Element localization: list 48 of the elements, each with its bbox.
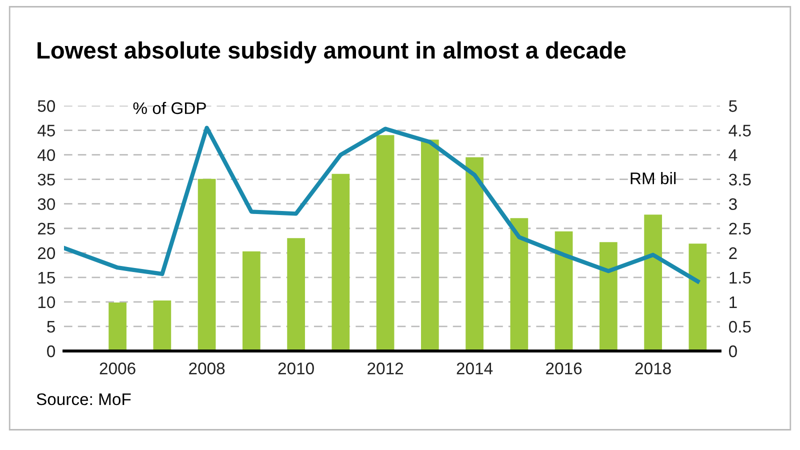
line-series [64, 126, 700, 284]
y-tick-label: 20 [38, 247, 56, 260]
bar [332, 174, 350, 351]
y2-tick-label: 1 [730, 296, 737, 308]
x-tick-label: 2018 [635, 362, 671, 374]
bar [198, 178, 216, 351]
bar [554, 231, 573, 351]
x-tick-label: 2006 [100, 362, 136, 374]
series-label: % of GDP [133, 102, 206, 114]
bar [153, 300, 172, 351]
x-tick-label: 2016 [546, 362, 582, 374]
bar [421, 140, 439, 351]
y-tick-label: 40 [38, 149, 56, 162]
y2-tick-label: 2 [729, 247, 737, 259]
bar [287, 238, 305, 351]
bar [108, 302, 126, 351]
bar [376, 135, 394, 351]
bar [466, 157, 484, 351]
series-label: RM bil [630, 172, 676, 184]
x-tick-label: 2010 [278, 362, 314, 374]
y-tick-label: 10 [38, 296, 56, 308]
y2-tick-label: 1.5 [730, 272, 751, 284]
bar [510, 218, 528, 351]
y2-tick-label: 5 [729, 100, 737, 112]
y-tick-label: 35 [38, 174, 55, 186]
y2-tick-label: 0 [728, 345, 737, 358]
y2-tick-label: 0.5 [728, 320, 751, 333]
y-tick-label: 15 [38, 272, 55, 284]
bar [600, 242, 618, 351]
x-tick-label: 2014 [456, 362, 493, 374]
y2-tick-label: 4.5 [728, 124, 751, 136]
bar [688, 244, 707, 351]
y-tick-label: 0 [47, 345, 56, 358]
y-tick-label: 45 [38, 124, 55, 136]
x-tick-label: 2012 [368, 362, 404, 374]
source-note: Source: MoF [36, 393, 131, 406]
y-tick-label: 50 [38, 100, 56, 112]
bar [644, 214, 662, 351]
y2-tick-label: 3 [728, 198, 737, 210]
y2-tick-label: 3.5 [728, 174, 751, 186]
y-tick-label: 5 [47, 321, 55, 333]
x-tick-label: 2008 [189, 362, 225, 374]
bar [242, 251, 260, 351]
y2-tick-label: 2.5 [729, 222, 751, 235]
chart-title: Lowest absolute subsidy amount in almost a decade [38, 41, 626, 64]
y-tick-label: 30 [38, 198, 56, 210]
y-tick-label: 25 [38, 222, 55, 235]
y2-tick-label: 4 [728, 149, 738, 161]
